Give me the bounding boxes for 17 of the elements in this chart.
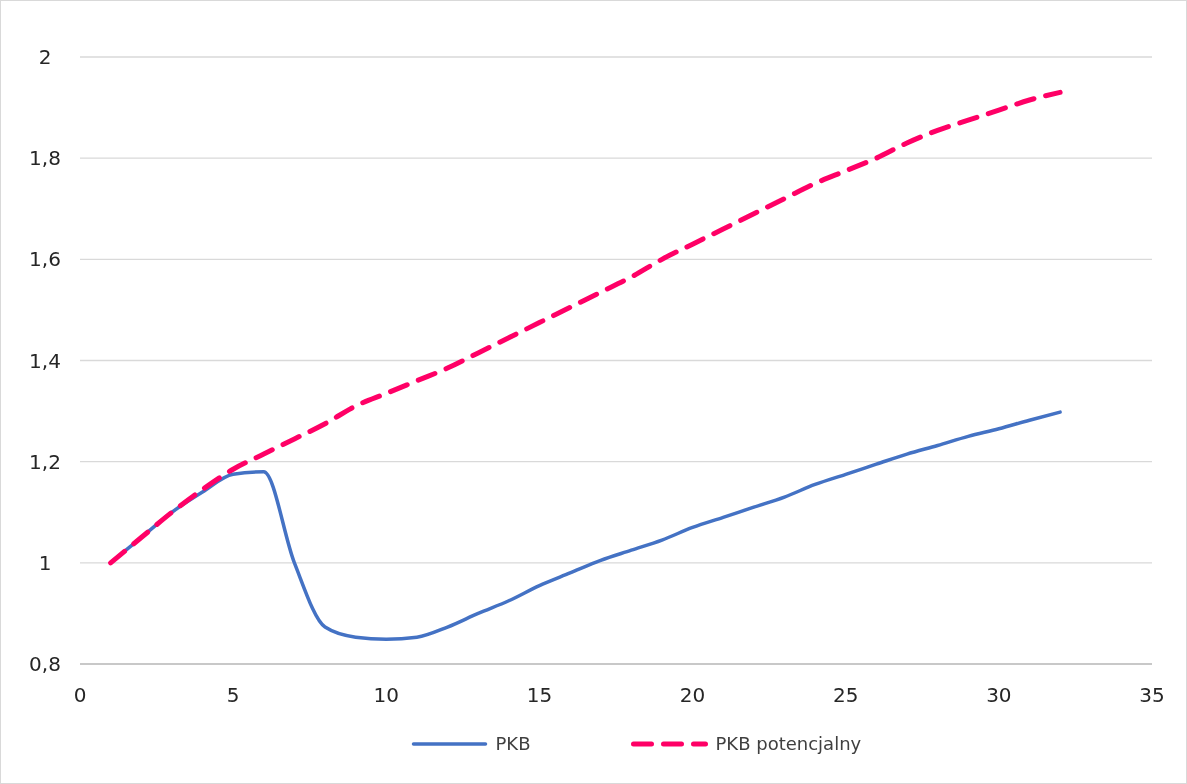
x-tick-label: 5 <box>226 683 240 707</box>
legend-label: PKB potencjalny <box>715 733 862 755</box>
legend-label: PKB <box>495 733 531 755</box>
x-tick-label: 15 <box>526 683 553 707</box>
x-tick-label: 20 <box>679 683 706 707</box>
x-tick-label: 0 <box>73 683 87 707</box>
x-tick-label: 30 <box>986 683 1012 707</box>
y-tick-label: 2 <box>38 45 52 69</box>
y-tick-label: 1,2 <box>29 449 61 474</box>
y-tick-label: 0,8 <box>29 652 61 676</box>
y-tick-label: 1,6 <box>29 247 61 272</box>
x-tick-label: 10 <box>373 683 400 707</box>
y-tick-label: 1 <box>38 550 52 575</box>
y-tick-label: 1,4 <box>29 348 61 373</box>
x-tick-label: 25 <box>832 683 859 707</box>
y-tick-label: 1,8 <box>29 146 61 171</box>
x-tick-label: 35 <box>1139 683 1165 707</box>
